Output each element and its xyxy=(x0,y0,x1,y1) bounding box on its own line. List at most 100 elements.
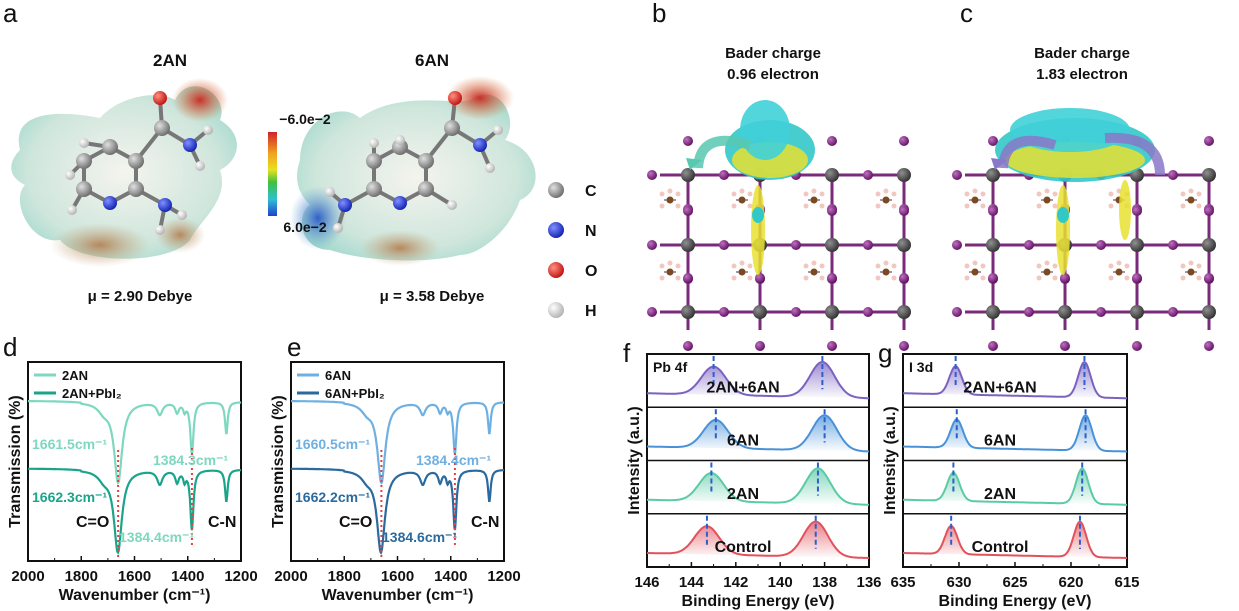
atom-h xyxy=(447,200,457,210)
spectrum-line-2AN+6AN xyxy=(646,360,869,400)
atom-h xyxy=(803,263,809,269)
atom-n xyxy=(158,198,172,212)
atom-h xyxy=(155,225,165,235)
bader-value: 0.96 electron xyxy=(727,66,819,83)
charge-accumulation-isosurface xyxy=(1119,180,1131,240)
atom-i xyxy=(1168,240,1178,250)
atom-c xyxy=(666,196,674,204)
atom-pb xyxy=(986,168,1000,182)
atom-h xyxy=(333,223,343,233)
sample-label: Control xyxy=(972,539,1029,556)
atom-c xyxy=(418,181,434,197)
atom-legend-o-icon xyxy=(548,262,564,278)
atom-i xyxy=(1204,136,1214,146)
spectrum-line-2AN xyxy=(902,467,1127,506)
x-tick-label: 635 xyxy=(890,574,915,591)
legend-label: 6AN xyxy=(325,368,351,383)
atom-h xyxy=(964,203,970,209)
atom-c xyxy=(971,196,979,204)
atom-h xyxy=(493,125,503,135)
atom-i xyxy=(683,206,693,216)
atom-h xyxy=(803,191,809,197)
peak-annotation: 1384.3cm⁻¹ xyxy=(153,452,228,468)
atom-h xyxy=(667,188,673,194)
x-tick-label: 1600 xyxy=(118,568,151,585)
atom-h xyxy=(803,275,809,281)
panel-label: c xyxy=(960,0,973,28)
atom-c xyxy=(738,268,746,276)
atom-i xyxy=(647,240,657,250)
atom-i xyxy=(1204,206,1214,216)
atom-h xyxy=(819,275,825,281)
spectrum-title: Pb 4f xyxy=(653,359,688,375)
atom-i xyxy=(1060,341,1070,351)
atom-i xyxy=(1132,341,1142,351)
atom-h xyxy=(1052,203,1058,209)
atom-i xyxy=(952,170,962,180)
atom-pb xyxy=(897,238,911,252)
atom-i xyxy=(791,240,801,250)
atom-h xyxy=(747,275,753,281)
panel-a: a 2AN 6AN −6.0e−2 6.0e−2 C N O H μ = 2.90 D… xyxy=(3,0,597,320)
atom-pb xyxy=(1202,168,1216,182)
atom-h xyxy=(177,210,187,220)
x-axis-label: Wavenumber (cm⁻¹) xyxy=(59,587,211,604)
atom-h xyxy=(1052,275,1058,281)
atom-pb xyxy=(1202,305,1216,319)
panel-label: g xyxy=(878,338,892,368)
atom-i xyxy=(1204,341,1214,351)
atom-pb xyxy=(1058,305,1072,319)
spectrum-line-Control xyxy=(647,520,869,559)
atom-legend-label: N xyxy=(585,223,597,240)
atom-i xyxy=(899,273,909,283)
charge-depletion-isosurface xyxy=(1057,207,1069,223)
atom-h xyxy=(1036,191,1042,197)
atom-h xyxy=(739,188,745,194)
atom-h xyxy=(1052,263,1058,269)
x-tick-label: 142 xyxy=(723,574,748,591)
atom-o xyxy=(153,91,167,105)
x-tick-label: 140 xyxy=(768,574,793,591)
atom-legend-label: H xyxy=(585,303,597,320)
atom-h xyxy=(1196,203,1202,209)
atom-h xyxy=(875,191,881,197)
arrow-head-icon xyxy=(991,158,1007,170)
atom-n xyxy=(338,198,352,212)
atom-h xyxy=(891,275,897,281)
atom-h xyxy=(1108,275,1114,281)
atom-h xyxy=(819,191,825,197)
atom-i xyxy=(1024,240,1034,250)
bader-title: Bader charge xyxy=(725,45,821,62)
atom-h xyxy=(747,191,753,197)
atom-i xyxy=(647,170,657,180)
atom-pb xyxy=(825,168,839,182)
spectrum-area-2AN xyxy=(647,468,869,505)
atom-h xyxy=(1196,191,1202,197)
atom-legend-c-icon xyxy=(548,182,564,198)
atom-h xyxy=(1036,275,1042,281)
atom-h xyxy=(883,260,889,266)
charge-accumulation-isosurface xyxy=(1056,185,1070,275)
atom-h xyxy=(1124,275,1130,281)
atom-i xyxy=(988,273,998,283)
atom-c xyxy=(882,196,890,204)
atom-i xyxy=(1132,273,1142,283)
atom-i xyxy=(647,307,657,317)
spectrum-area-6AN xyxy=(903,415,1127,452)
atom-h xyxy=(739,260,745,266)
charge-depletion-isosurface xyxy=(740,100,790,160)
peak-annotation: 1661.5cm⁻¹ xyxy=(32,436,107,452)
atom-h xyxy=(1116,260,1122,266)
series-line-6AN+PbI₂ xyxy=(291,467,504,555)
atom-c xyxy=(154,120,170,136)
atom-h xyxy=(875,263,881,269)
atom-h xyxy=(731,203,737,209)
atom-i xyxy=(899,206,909,216)
panel-c: c Bader charge 1.83 electron xyxy=(952,0,1216,351)
atom-n xyxy=(103,196,117,210)
atom-h xyxy=(1052,191,1058,197)
atom-h xyxy=(1180,191,1186,197)
legend-label: 2AN xyxy=(62,368,88,383)
atom-pb xyxy=(681,238,695,252)
